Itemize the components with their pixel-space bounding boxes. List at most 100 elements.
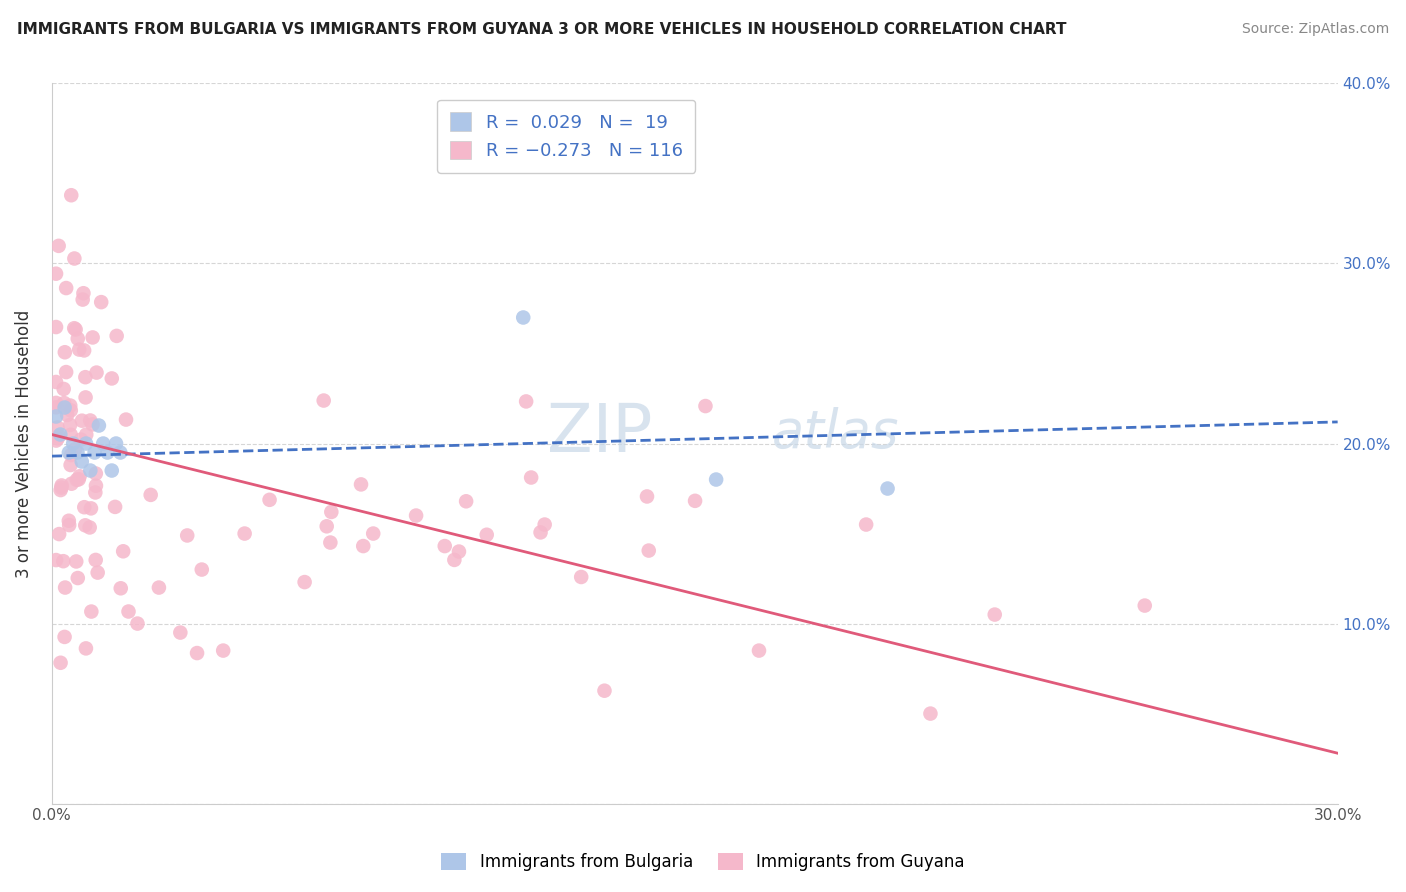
Point [112, 544, 135, 558]
Point [259, 492, 281, 507]
Point [294, 575, 316, 590]
Text: IMMIGRANTS FROM BULGARIA VS IMMIGRANTS FROM GUYANA 3 OR MORE VEHICLES IN HOUSEHO: IMMIGRANTS FROM BULGARIA VS IMMIGRANTS F… [17, 22, 1066, 37]
Point [443, 553, 465, 567]
Text: ZIP: ZIP [547, 400, 652, 466]
Point [46, 431, 69, 445]
Point [58, 445, 80, 459]
Point [66, 332, 89, 346]
Point [695, 399, 717, 413]
Point [66, 571, 89, 585]
Point [58, 518, 80, 533]
Point [45, 434, 67, 448]
Point [82, 330, 104, 344]
Text: atlas: atlas [772, 407, 900, 458]
Point [56, 408, 79, 422]
Point [920, 706, 942, 721]
Point [45, 553, 67, 567]
Point [90, 295, 112, 310]
Point [75, 518, 97, 533]
Point [82, 417, 104, 432]
Legend: R =  0.029   N =  19, R = −0.273   N = 116: R = 0.029 N = 19, R = −0.273 N = 116 [437, 100, 696, 173]
Point [45, 375, 67, 389]
Point [75, 436, 97, 450]
Point [105, 436, 128, 450]
Point [53, 630, 76, 644]
Point [86, 366, 108, 380]
Point [186, 646, 208, 660]
Point [593, 683, 616, 698]
Point [63, 321, 86, 335]
Point [86, 566, 108, 580]
Point [69, 469, 91, 483]
Point [48, 429, 70, 443]
Point [45, 267, 67, 281]
Y-axis label: 3 or more Vehicles in Household: 3 or more Vehicles in Household [15, 310, 32, 578]
Legend: Immigrants from Bulgaria, Immigrants from Guyana: Immigrants from Bulgaria, Immigrants fro… [433, 845, 973, 880]
Point [100, 464, 122, 478]
Point [748, 643, 770, 657]
Point [75, 427, 97, 442]
Point [91, 436, 114, 450]
Point [62, 436, 84, 450]
Point [176, 528, 198, 542]
Point [212, 643, 235, 657]
Point [83, 445, 105, 459]
Point [45, 320, 67, 334]
Point [53, 396, 76, 410]
Point [59, 403, 82, 417]
Point [96, 445, 118, 459]
Point [983, 607, 1005, 622]
Point [352, 539, 374, 553]
Point [80, 501, 103, 516]
Point [104, 500, 127, 514]
Point [49, 483, 72, 497]
Point [73, 500, 96, 515]
Point [63, 442, 86, 457]
Point [84, 467, 107, 481]
Point [405, 508, 427, 523]
Point [51, 478, 73, 492]
Point [65, 322, 87, 336]
Point [515, 394, 537, 409]
Point [321, 505, 343, 519]
Point [115, 412, 138, 426]
Point [73, 343, 96, 358]
Point [101, 371, 124, 385]
Point [79, 464, 101, 478]
Point [512, 310, 534, 325]
Point [75, 391, 97, 405]
Point [876, 482, 898, 496]
Point [51, 481, 73, 495]
Point [60, 476, 83, 491]
Point [79, 520, 101, 534]
Point [520, 470, 543, 484]
Point [72, 286, 94, 301]
Point [704, 473, 727, 487]
Point [169, 625, 191, 640]
Point [59, 399, 82, 413]
Point [87, 418, 110, 433]
Point [636, 490, 658, 504]
Point [52, 554, 75, 568]
Point [58, 514, 80, 528]
Point [70, 433, 93, 447]
Point [52, 382, 75, 396]
Point [110, 582, 132, 596]
Point [315, 519, 337, 533]
Point [53, 345, 76, 359]
Point [70, 454, 93, 468]
Point [84, 553, 107, 567]
Point [45, 401, 67, 415]
Point [84, 479, 107, 493]
Point [53, 401, 76, 415]
Point [65, 554, 87, 568]
Point [46, 420, 69, 434]
Point [533, 517, 555, 532]
Point [105, 329, 128, 343]
Point [80, 605, 103, 619]
Point [59, 427, 82, 442]
Point [70, 414, 93, 428]
Point [127, 616, 149, 631]
Point [60, 188, 83, 202]
Point [67, 472, 90, 486]
